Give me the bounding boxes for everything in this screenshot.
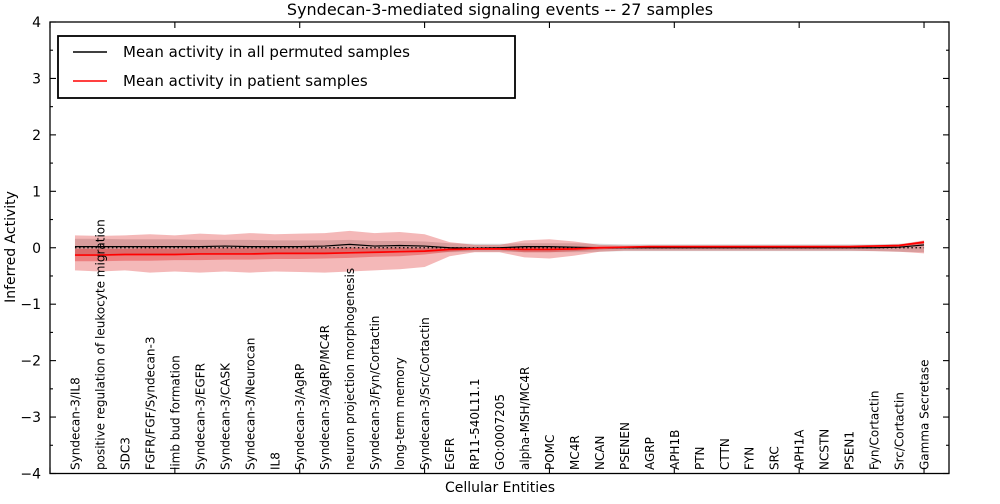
permuted-std-band-area: [74, 238, 925, 256]
legend-box: [57, 35, 516, 99]
x-category-label: Syndecan-3/IL8: [68, 377, 82, 470]
y-tick-label: −2: [20, 354, 41, 370]
x-category-label: PTN: [693, 446, 707, 470]
x-category-label: positive regulation of leukocyte migrati…: [93, 219, 107, 470]
x-category-label: FYN: [743, 447, 757, 470]
uncertainty-bands: [74, 230, 925, 273]
patient-std-band-outer-area: [74, 230, 925, 273]
x-category-label: RP11-540L11.1: [468, 379, 482, 470]
y-tick-label: −4: [20, 467, 41, 483]
x-category-label: Syndecan-3/CASK: [218, 362, 232, 470]
x-category-label: long-term memory: [393, 357, 407, 470]
y-tick-label: 4: [32, 15, 41, 31]
mean-activity-lines: [74, 241, 925, 256]
x-category-label: POMC: [543, 435, 557, 470]
x-category-label: APH1A: [793, 429, 807, 470]
x-category-label: Syndecan-3/AgRP: [293, 364, 307, 470]
legend: Mean activity in all permuted samples Me…: [57, 35, 516, 99]
y-tick-label: −3: [20, 410, 41, 426]
x-category-label: GO:0007205: [493, 394, 507, 470]
x-category-label: Src/Cortactin: [893, 392, 907, 470]
y-tick-label: −1: [20, 297, 41, 313]
axes-frame-and-ticks: [49, 21, 950, 475]
legend-label-patient: Mean activity in patient samples: [123, 72, 368, 90]
x-category-label: APH1B: [668, 430, 682, 470]
x-category-label: EGFR: [443, 438, 457, 470]
mean-activity-in-all-permuted-samples-line: [74, 243, 925, 249]
x-axis-label: Cellular Entities: [445, 480, 555, 496]
y-tick-labels: 4 3 2 1 0 −1 −2 −3 −4: [20, 15, 41, 483]
x-category-label: PSENEN: [618, 422, 632, 470]
y-tick-label: 1: [32, 184, 41, 200]
x-category-label: NCAN: [593, 435, 607, 470]
x-category-label: MC4R: [568, 435, 582, 470]
x-category-label: Syndecan-3/EGFR: [193, 363, 207, 470]
x-category-label: Syndecan-3/AgRP/MC4R: [318, 325, 332, 470]
mean-activity-in-patient-samples-line: [74, 241, 925, 256]
x-category-label: Gamma Secretase: [918, 359, 932, 470]
x-category-label: Syndecan-3/Neurocan: [243, 338, 257, 470]
x-category-label: Syndecan-3/Fyn/Cortactin: [368, 316, 382, 470]
x-category-label: SRC: [768, 446, 782, 470]
chart-title: Syndecan-3-mediated signaling events -- …: [287, 0, 713, 19]
x-category-label: alpha-MSH/MC4R: [518, 367, 532, 470]
y-tick-label: 0: [32, 241, 41, 257]
x-category-label: FGFR/FGF/Syndecan-3: [143, 337, 157, 470]
x-category-label: NCSTN: [818, 429, 832, 470]
x-category-label: limb bud formation: [168, 355, 182, 470]
x-category-label: Fyn/Cortactin: [868, 390, 882, 470]
x-category-label: Syndecan-3/Src/Cortactin: [418, 317, 432, 470]
legend-label-permuted: Mean activity in all permuted samples: [123, 43, 410, 61]
x-category-label: AGRP: [643, 437, 657, 470]
x-category-label: PSEN1: [843, 431, 857, 470]
x-category-labels: Syndecan-3/IL8 positive regulation of leu…: [68, 219, 931, 470]
y-axis-label: Inferred Activity: [3, 191, 19, 303]
x-category-label: neuron projection morphogenesis: [343, 268, 357, 470]
x-category-label: CTTN: [718, 438, 732, 470]
x-category-label: IL8: [268, 452, 282, 470]
y-tick-label: 2: [32, 128, 41, 144]
y-tick-label: 3: [32, 71, 41, 87]
x-category-label: SDC3: [118, 437, 132, 470]
